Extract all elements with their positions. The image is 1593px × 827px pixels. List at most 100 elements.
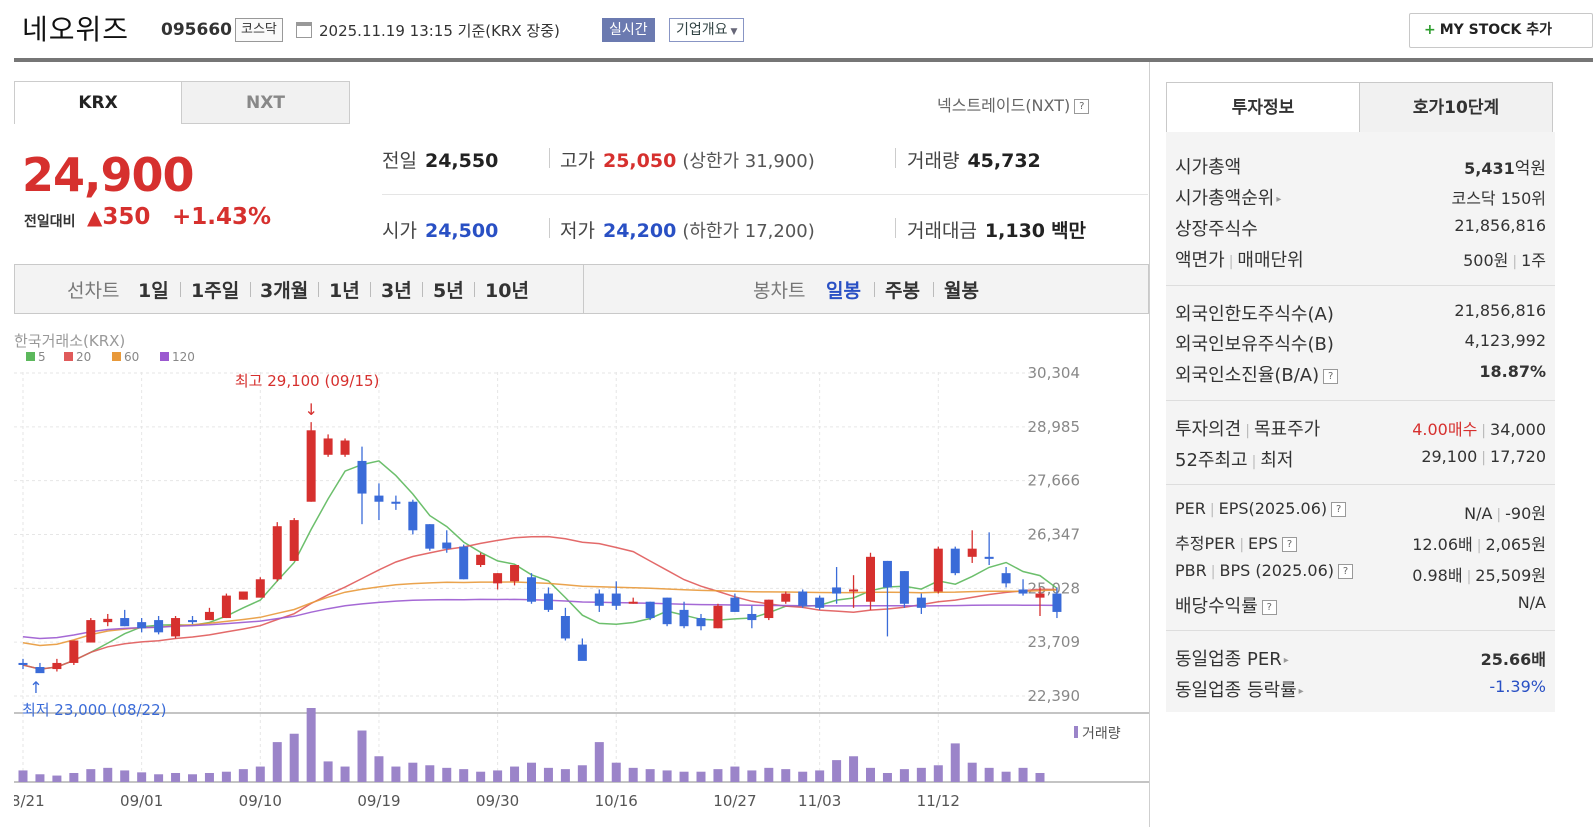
legend-label: 60 <box>124 350 139 364</box>
row-sector-per[interactable]: 동일업종 PER ▸ 25.66배 <box>1175 645 1546 671</box>
chevron-right-icon: ▸ <box>1283 654 1289 666</box>
row-label-text: 배당수익률 <box>1175 596 1258 617</box>
row-market-cap: 시가총액 5,431억원 <box>1175 153 1546 179</box>
row-value-text: 1주 <box>1521 251 1546 270</box>
row-label-text: 외국인소진율(B/A) <box>1175 365 1320 386</box>
lower-limit: (하한가 17,200) <box>682 221 815 242</box>
x-tick-label: 08/21 <box>14 792 45 810</box>
candle-body <box>459 546 469 580</box>
row-sector-change[interactable]: 동일업종 등락률 ▸ -1.39% <box>1175 676 1546 702</box>
divider <box>549 218 550 238</box>
add-mystock-button[interactable]: + MY STOCK 추가 <box>1409 13 1593 48</box>
row-value: -1.39% <box>1489 677 1546 696</box>
row-label-text: PBR <box>1175 561 1207 580</box>
row-market-cap-rank[interactable]: 시가총액순위 ▸ 코스닥 150위 <box>1175 184 1546 210</box>
chevron-right-icon: ▸ <box>1298 685 1304 697</box>
row-label-text: BPS (2025.06) <box>1219 561 1334 580</box>
candle-body <box>35 667 45 674</box>
row-label-text: 최저 <box>1260 450 1294 471</box>
help-icon[interactable]: ? <box>1074 99 1090 114</box>
candle-body <box>323 438 333 455</box>
row-label: 외국인한도주식수(A) <box>1175 304 1334 325</box>
candle-body <box>866 556 875 602</box>
period-5y[interactable]: 5년 <box>433 280 464 302</box>
legend-swatch <box>160 352 169 361</box>
price-chart[interactable]: 한국거래소(KRX) 5 20 60 120 30,304 28,985 27,666 26,3… <box>1 330 1149 820</box>
help-icon[interactable]: ? <box>1261 599 1277 615</box>
candle-body <box>832 587 842 594</box>
chart-source-label: 한국거래소(KRX) <box>14 332 125 350</box>
volume-bar <box>238 769 248 782</box>
volume-bar <box>933 765 943 782</box>
row-foreign-limit: 외국인한도주식수(A) 21,856,816 <box>1175 300 1546 326</box>
candle-body <box>781 593 791 602</box>
row-label: 추정PER | EPS? <box>1175 530 1297 554</box>
candle-body <box>357 460 367 494</box>
stat-label: 전일 <box>382 150 417 172</box>
nxt-link[interactable]: 넥스트레이드(NXT)? <box>937 92 1090 116</box>
candle-body <box>86 620 96 643</box>
candle-body <box>69 640 79 663</box>
row-value: 21,856,816 <box>1454 301 1546 320</box>
candle-body <box>815 597 825 608</box>
candle-body <box>628 601 638 604</box>
candle-body <box>306 430 316 502</box>
market-badge: 코스닥 <box>235 18 283 42</box>
candle-body <box>391 501 401 504</box>
stat-value: 24,550 <box>424 150 499 172</box>
candle-monthly[interactable]: 월봉 <box>944 280 979 302</box>
volume-bar <box>459 769 469 782</box>
period-10y[interactable]: 10년 <box>485 280 529 302</box>
volume-bar <box>882 772 892 782</box>
sector-per-value: 25.66배 <box>1480 650 1546 669</box>
divider <box>874 282 875 297</box>
row-label: 시가총액 <box>1175 157 1242 178</box>
candle-body <box>154 620 164 633</box>
help-icon[interactable]: ? <box>1281 537 1297 552</box>
tab-hoga-10[interactable]: 호가10단계 <box>1359 82 1553 133</box>
candle-body <box>645 601 655 619</box>
candle-daily[interactable]: 일봉 <box>826 280 861 302</box>
volume-bar <box>984 767 994 782</box>
help-icon[interactable]: ? <box>1323 368 1339 384</box>
candle-body <box>408 501 418 531</box>
volume-bar <box>510 766 520 782</box>
help-icon[interactable]: ? <box>1337 564 1353 579</box>
x-tick-label: 11/12 <box>917 792 960 810</box>
period-1w[interactable]: 1주일 <box>191 280 240 302</box>
volume-bar <box>408 762 418 782</box>
period-1y[interactable]: 1년 <box>329 280 360 302</box>
row-foreign-holding: 외국인보유주식수(B) 4,123,992 <box>1175 330 1546 356</box>
candle-body <box>933 548 943 592</box>
volume-bar <box>832 760 842 782</box>
volume-bar <box>391 766 401 782</box>
row-est-per-eps: 추정PER | EPS? 12.06배 | 2,065원 <box>1175 530 1546 556</box>
volume-bar <box>493 770 503 782</box>
stat-label: 시가 <box>382 220 417 242</box>
period-3y[interactable]: 3년 <box>381 280 412 302</box>
invest-info-panel <box>1166 132 1555 712</box>
company-info-dropdown[interactable]: 기업개요 ▼ <box>669 18 745 42</box>
chevron-right-icon: ▸ <box>1276 193 1282 205</box>
upper-limit: (상한가 31,900) <box>682 151 815 172</box>
volume-legend-swatch <box>1074 726 1078 738</box>
row-per-eps: PER | EPS(2025.06)? N/A | -90원 <box>1175 499 1546 525</box>
candle-weekly[interactable]: 주봉 <box>885 280 920 302</box>
tab-invest-info[interactable]: 투자정보 <box>1166 82 1360 133</box>
x-tick-label: 09/01 <box>120 792 163 810</box>
volume-label: 거래량 <box>1082 726 1121 742</box>
help-icon[interactable]: ? <box>1331 502 1347 517</box>
row-label-text: EPS <box>1248 534 1278 553</box>
panel-divider <box>1149 62 1150 827</box>
row-label: 시가총액순위 ▸ <box>1175 184 1281 210</box>
period-3m[interactable]: 3개월 <box>260 280 309 302</box>
period-1d[interactable]: 1일 <box>138 280 169 302</box>
tab-krx[interactable]: KRX <box>14 81 182 124</box>
tab-nxt[interactable]: NXT <box>181 81 350 124</box>
candle-body <box>950 548 960 574</box>
stat-open: 시가 24,500 <box>382 216 498 243</box>
stat-prev-close: 전일 24,550 <box>382 146 498 173</box>
candle-body <box>238 591 248 600</box>
realtime-button[interactable]: 실시간 <box>602 18 655 42</box>
ma-line-120 <box>22 598 1058 640</box>
